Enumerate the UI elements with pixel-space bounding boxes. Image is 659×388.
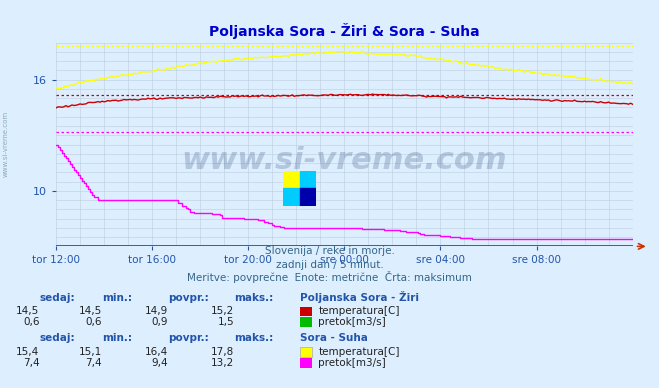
Text: Sora - Suha: Sora - Suha — [300, 333, 368, 343]
Text: Meritve: povprečne  Enote: metrične  Črta: maksimum: Meritve: povprečne Enote: metrične Črta:… — [187, 271, 472, 283]
Text: temperatura[C]: temperatura[C] — [318, 306, 400, 316]
Bar — [300, 171, 316, 188]
Text: 0,6: 0,6 — [86, 317, 102, 327]
Text: Slovenija / reke in morje.: Slovenija / reke in morje. — [264, 246, 395, 256]
Bar — [283, 171, 300, 188]
Text: www.si-vreme.com: www.si-vreme.com — [2, 111, 9, 177]
Text: 14,9: 14,9 — [145, 306, 168, 316]
Text: Poljanska Sora - Žiri: Poljanska Sora - Žiri — [300, 291, 419, 303]
Title: Poljanska Sora - Žiri & Sora - Suha: Poljanska Sora - Žiri & Sora - Suha — [209, 23, 480, 39]
Text: 0,6: 0,6 — [23, 317, 40, 327]
Text: 0,9: 0,9 — [152, 317, 168, 327]
Text: 1,5: 1,5 — [217, 317, 234, 327]
Text: pretok[m3/s]: pretok[m3/s] — [318, 317, 386, 327]
Text: maks.:: maks.: — [234, 333, 273, 343]
Text: sedaj:: sedaj: — [40, 333, 75, 343]
Text: maks.:: maks.: — [234, 293, 273, 303]
Text: www.si-vreme.com: www.si-vreme.com — [181, 146, 507, 175]
Text: povpr.:: povpr.: — [168, 333, 209, 343]
Text: 17,8: 17,8 — [211, 347, 234, 357]
Text: 14,5: 14,5 — [16, 306, 40, 316]
Text: povpr.:: povpr.: — [168, 293, 209, 303]
Text: 15,4: 15,4 — [16, 347, 40, 357]
Text: min.:: min.: — [102, 293, 132, 303]
Text: pretok[m3/s]: pretok[m3/s] — [318, 358, 386, 368]
Text: 13,2: 13,2 — [211, 358, 234, 368]
Text: temperatura[C]: temperatura[C] — [318, 347, 400, 357]
Text: 15,2: 15,2 — [211, 306, 234, 316]
Bar — [283, 188, 300, 206]
Bar — [300, 188, 316, 206]
Text: 7,4: 7,4 — [86, 358, 102, 368]
Text: 7,4: 7,4 — [23, 358, 40, 368]
Text: zadnji dan / 5 minut.: zadnji dan / 5 minut. — [275, 260, 384, 270]
Text: min.:: min.: — [102, 333, 132, 343]
Text: 15,1: 15,1 — [79, 347, 102, 357]
Text: 9,4: 9,4 — [152, 358, 168, 368]
Text: 14,5: 14,5 — [79, 306, 102, 316]
Text: sedaj:: sedaj: — [40, 293, 75, 303]
Text: 16,4: 16,4 — [145, 347, 168, 357]
